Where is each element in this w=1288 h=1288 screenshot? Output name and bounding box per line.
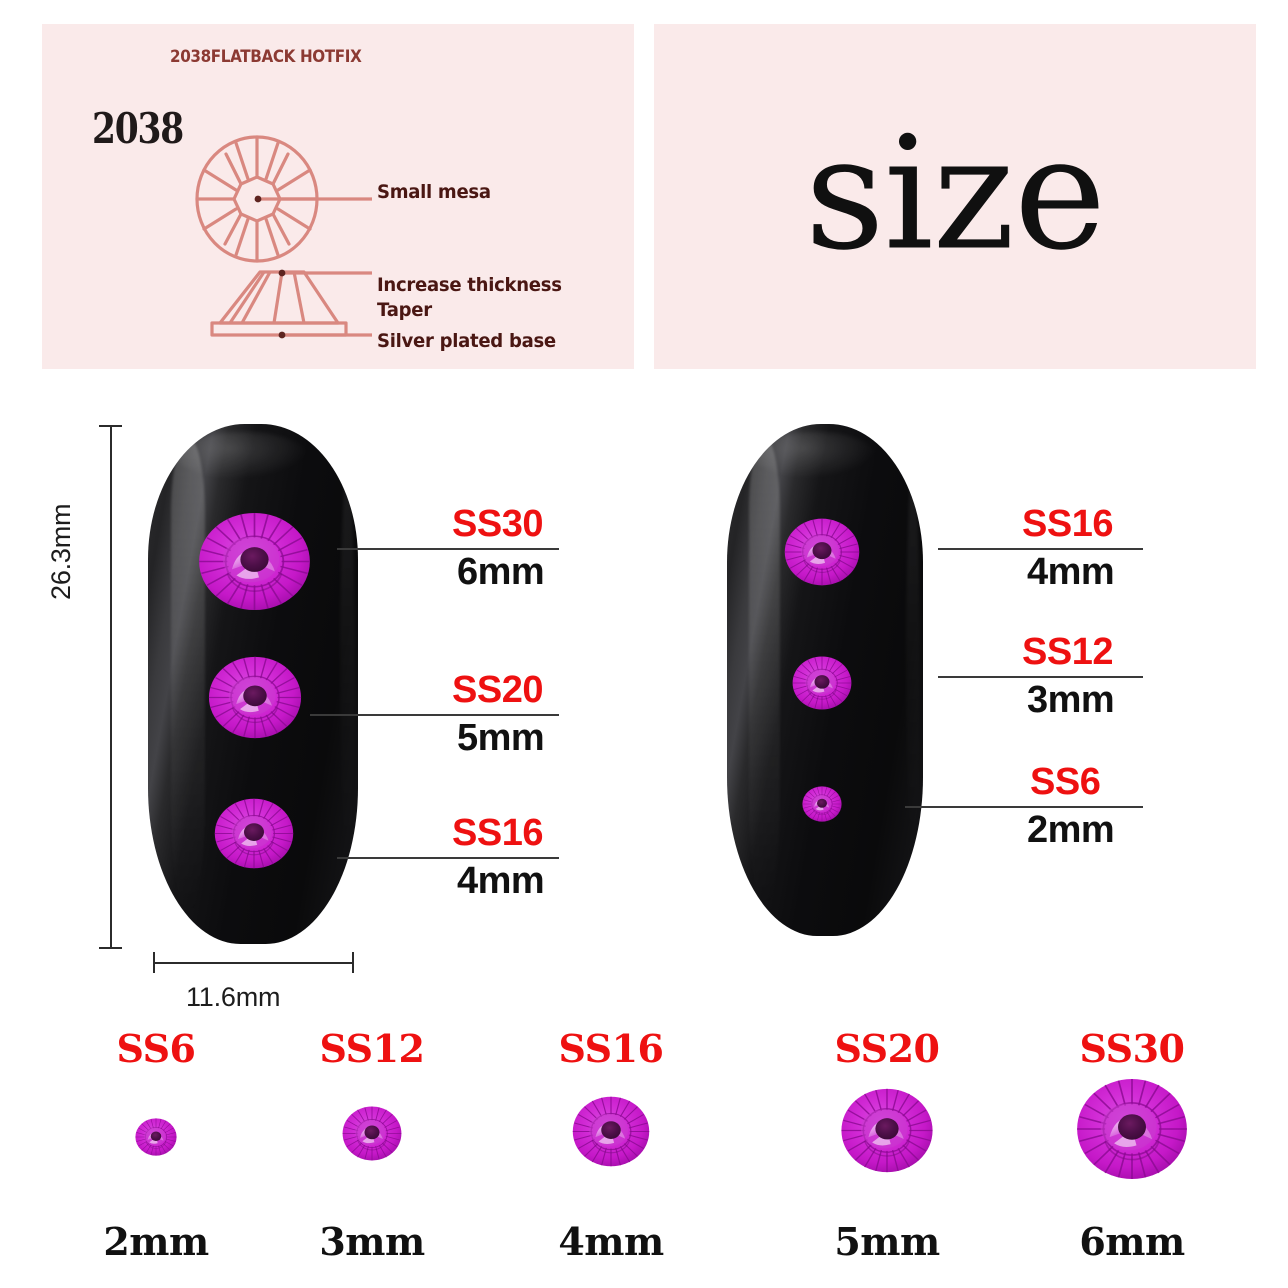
callout-ss6-right-mm: 2mm [1027, 809, 1115, 851]
callout-ss16-code: SS16 [452, 812, 543, 854]
dimension-cap-width-left [153, 952, 155, 973]
stone-ss16-on-nail-right [784, 518, 860, 586]
stone-ss12-on-nail-right [792, 656, 852, 710]
stone-ss16-on-nail-left [214, 798, 294, 869]
size-item-ss16-mm: 4mm [558, 1219, 664, 1264]
size-title-text: size [804, 101, 1106, 284]
size-item-ss16-stone [572, 1096, 650, 1167]
size-item-ss20-code: SS20 [834, 1026, 940, 1071]
callout-ss20-code: SS20 [452, 669, 543, 711]
callout-ss16-mm: 4mm [457, 860, 545, 902]
flatback-schematic-drawing [195, 135, 372, 339]
callout-leader-ss30-left [337, 548, 559, 550]
size-title-panel: size [654, 24, 1256, 369]
dimension-label-width: 11.6mm [186, 982, 281, 1012]
nail-right [727, 424, 923, 936]
size-item-ss12-stone [342, 1106, 402, 1161]
callout-ss16-right-code: SS16 [1022, 503, 1113, 545]
callout-ss30-mm: 6mm [457, 551, 545, 593]
dimension-label-height: 26.3mm [46, 503, 76, 600]
dimension-cap-width-right [352, 952, 354, 973]
flatback-diagram-panel: 2038FLATBACK HOTFIX 2038 [42, 24, 634, 369]
callout-ss16-right-mm: 4mm [1027, 551, 1115, 593]
stone-ss20-on-nail-left [208, 656, 302, 739]
annotation-silver-plated-base: Silver plated base [377, 330, 556, 352]
size-item-ss6-code: SS6 [116, 1026, 197, 1071]
annotation-taper: Taper [377, 299, 432, 321]
size-item-ss30-stone [1076, 1078, 1188, 1180]
callout-leader-ss20-left [310, 714, 559, 716]
callout-leader-ss16-left [337, 857, 559, 859]
size-item-ss16-code: SS16 [558, 1026, 664, 1071]
callout-leader-ss12-right [938, 676, 1143, 678]
silver-plated-base-plate [210, 321, 348, 337]
stone-ss6-on-nail-right [802, 786, 842, 822]
callout-ss12-right-mm: 3mm [1027, 679, 1115, 721]
leader-dot-small-mesa [254, 195, 262, 203]
annotation-small-mesa: Small mesa [377, 181, 491, 203]
size-item-ss12: SS12 3mm [272, 1020, 472, 1288]
size-item-ss30: SS30 6mm [1032, 1020, 1232, 1288]
size-item-ss16: SS16 4mm [511, 1020, 711, 1288]
leader-dot-increase-thickness [278, 269, 286, 277]
callout-ss6-right-code: SS6 [1030, 761, 1101, 803]
dimension-line-width [153, 962, 354, 964]
size-item-ss12-mm: 3mm [319, 1219, 425, 1264]
nail-left-gloss [171, 437, 205, 916]
size-item-ss20: SS20 5mm [787, 1020, 987, 1288]
nail-right-gloss [748, 436, 780, 908]
size-item-ss12-code: SS12 [319, 1026, 425, 1071]
size-item-ss30-code: SS30 [1079, 1026, 1185, 1071]
size-item-ss6: SS6 2mm [56, 1020, 256, 1288]
size-comparison-row: SS6 2mm SS12 3mm SS16 4mm SS20 5mm S [0, 1020, 1288, 1288]
diagram-heading: 2038FLATBACK HOTFIX [170, 47, 362, 66]
callout-ss12-right-code: SS12 [1022, 631, 1113, 673]
nail-right-top-sheen [754, 431, 876, 478]
callout-ss30-code: SS30 [452, 503, 543, 545]
nail-right-edge-sheen [906, 464, 921, 875]
nail-left [148, 424, 358, 944]
nail-left-edge-sheen [340, 465, 355, 882]
leader-dot-silver-base [278, 331, 286, 339]
dimension-cap-height-bottom [99, 947, 122, 949]
nail-left-top-sheen [177, 431, 308, 479]
size-item-ss30-mm: 6mm [1079, 1219, 1185, 1264]
callout-ss20-mm: 5mm [457, 717, 545, 759]
model-number-label: 2038 [92, 104, 184, 153]
dimension-cap-height-top [99, 425, 122, 427]
size-item-ss20-stone [840, 1088, 934, 1173]
callout-leader-ss16-right [938, 548, 1143, 550]
callout-leader-ss6-right [905, 806, 1143, 808]
stone-ss30-on-nail-left [198, 512, 311, 611]
size-item-ss6-mm: 2mm [103, 1219, 209, 1264]
annotation-increase-thickness: Increase thickness [377, 274, 562, 296]
size-item-ss6-stone [135, 1118, 177, 1156]
dimension-line-height [110, 425, 112, 948]
size-item-ss20-mm: 5mm [834, 1219, 940, 1264]
